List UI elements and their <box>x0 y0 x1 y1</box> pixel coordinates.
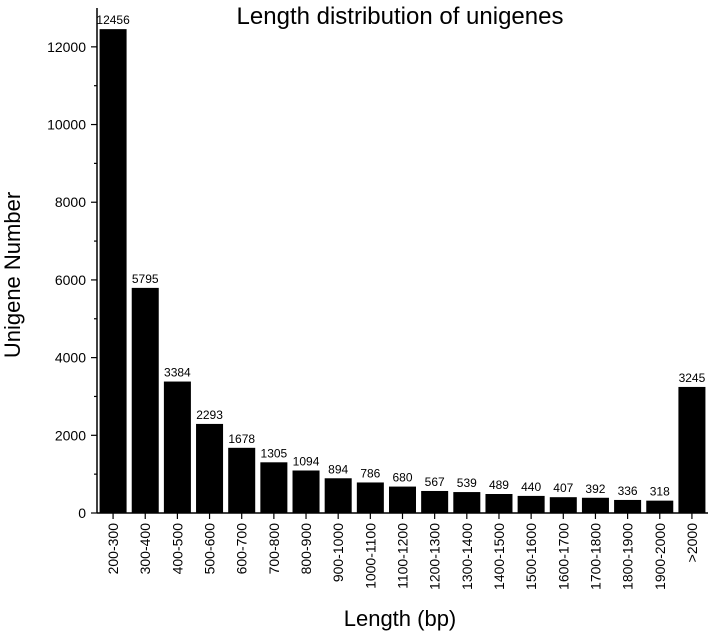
bar-1900-2000 <box>646 500 674 513</box>
x-tick-label: 1900-2000 <box>652 523 668 590</box>
bar-400-500 <box>163 381 191 513</box>
bar-700-800 <box>260 462 288 513</box>
data-label: 489 <box>489 478 509 492</box>
data-label: 786 <box>360 466 380 480</box>
y-tick-label: 2000 <box>55 427 86 443</box>
data-label: 567 <box>425 475 445 489</box>
data-label: 5795 <box>132 272 159 286</box>
data-label: 3384 <box>164 366 191 380</box>
y-tick-label: 10000 <box>47 117 86 133</box>
bar-1100-1200 <box>388 486 417 513</box>
bar-1000-1100 <box>356 482 384 513</box>
bar-800-900 <box>292 470 320 513</box>
x-axis-label: Length (bp) <box>344 606 457 631</box>
data-label: 1678 <box>228 432 255 446</box>
data-label: 407 <box>553 481 573 495</box>
y-axis-label: Unigene Number <box>0 192 25 358</box>
x-tick-label: 300-400 <box>137 523 153 575</box>
x-tick-label: 1200-1300 <box>427 523 443 590</box>
bar-1400-1500 <box>485 494 513 513</box>
bar-300-400 <box>131 287 159 513</box>
x-tick-label: 600-700 <box>234 523 250 575</box>
y-tick-label: 12000 <box>47 39 86 55</box>
bar-500-600 <box>196 423 224 513</box>
x-tick-label: 400-500 <box>169 523 185 575</box>
x-tick-label: 1700-1800 <box>587 523 603 590</box>
data-label: 336 <box>618 484 638 498</box>
x-tick-label: 1500-1600 <box>523 523 539 590</box>
bar-900-1000 <box>324 478 352 513</box>
bar-1700-1800 <box>581 497 609 513</box>
bar-1500-1600 <box>517 495 545 513</box>
y-tick-labels-group: 0 2000 4000 6000 8000 10000 12000 <box>47 39 86 521</box>
bar-1600-1700 <box>549 497 577 513</box>
bar-200-300 <box>99 29 127 514</box>
bar->2000 <box>678 386 706 513</box>
x-tick-label: 800-900 <box>298 523 314 575</box>
data-label: 318 <box>650 485 670 499</box>
data-label: 2293 <box>196 408 223 422</box>
y-tick-label: 8000 <box>55 194 86 210</box>
chart-title: Length distribution of unigenes <box>237 3 564 30</box>
y-tick-label: 4000 <box>55 350 86 366</box>
y-tick-label: 0 <box>78 505 86 521</box>
x-tick-label: 1400-1500 <box>491 523 507 590</box>
data-label: 1305 <box>261 446 288 460</box>
x-tick-label: 700-800 <box>266 523 282 575</box>
x-tick-label: 1300-1400 <box>459 523 475 590</box>
data-label: 12456 <box>96 13 130 27</box>
x-tick-label: 1000-1100 <box>362 523 378 589</box>
x-tick-label: 900-1000 <box>330 523 346 582</box>
bars-group <box>99 29 706 514</box>
x-tick-label: 1600-1700 <box>555 523 571 590</box>
bar-1200-1300 <box>421 490 449 513</box>
data-label: 539 <box>457 476 477 490</box>
data-label: 894 <box>328 462 348 476</box>
x-tick-labels-group: 200-300 300-400 400-500 500-600 600-700 700-8… <box>105 523 700 590</box>
x-tick-label: >2000 <box>684 523 700 563</box>
data-label: 3245 <box>679 371 706 385</box>
data-labels-group: 12456 5795 3384 2293 1678 1305 1094 894 786 680 56… <box>96 13 705 499</box>
x-tick-label: 1800-1900 <box>620 523 636 590</box>
data-label: 440 <box>521 480 541 494</box>
x-tick-label: 500-600 <box>202 523 218 575</box>
bar-1800-1900 <box>614 499 642 513</box>
y-tick-label: 6000 <box>55 272 86 288</box>
data-label: 392 <box>585 482 605 496</box>
bar-600-700 <box>228 447 256 513</box>
data-label: 680 <box>392 471 412 485</box>
x-tick-label: 200-300 <box>105 523 121 575</box>
x-tick-label: 1100-1200 <box>395 523 411 589</box>
data-label: 1094 <box>293 455 320 469</box>
bar-1300-1400 <box>453 492 481 513</box>
